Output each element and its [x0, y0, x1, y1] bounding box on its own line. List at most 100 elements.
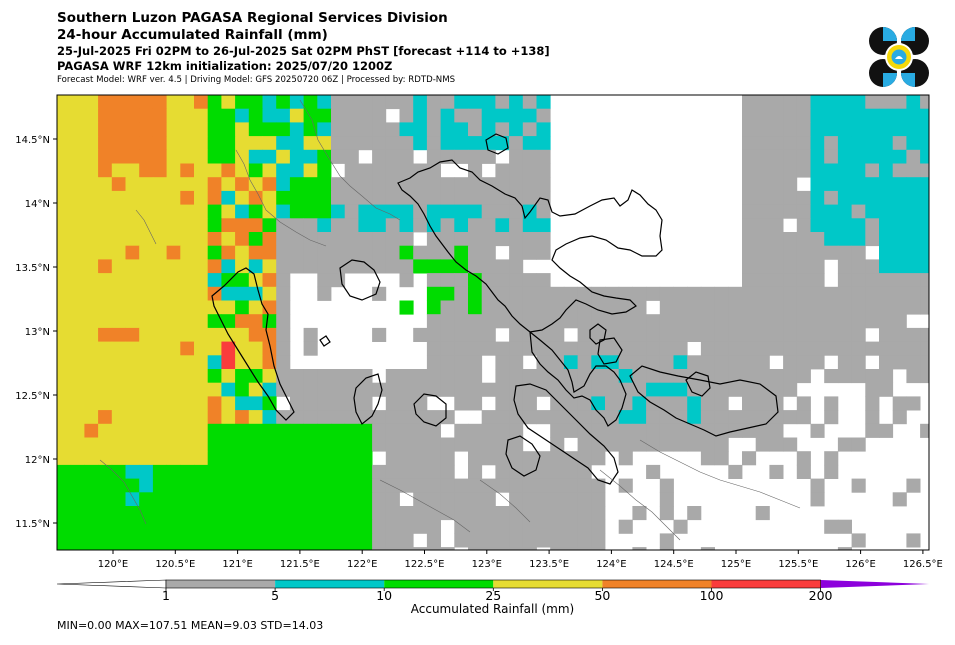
rainfall-cell [454, 396, 469, 411]
rainfall-cell [70, 300, 85, 315]
rainfall-cell [509, 519, 524, 534]
rainfall-cell [207, 341, 222, 356]
rainfall-cell [495, 423, 510, 438]
rainfall-cell [317, 478, 332, 493]
rainfall-cell [317, 286, 332, 301]
rainfall-cell [618, 369, 633, 384]
rainfall-cell [166, 437, 181, 452]
rainfall-cell [70, 410, 85, 425]
rainfall-cell [180, 423, 195, 438]
rainfall-cell [728, 464, 743, 479]
rainfall-cell [70, 519, 85, 534]
rainfall-cell [98, 136, 113, 151]
rainfall-cell [84, 478, 99, 493]
rainfall-cell [522, 273, 537, 288]
rainfall-cell [440, 314, 455, 329]
rainfall-cell [659, 327, 674, 342]
rainfall-cell [399, 273, 414, 288]
rainfall-cell [426, 190, 441, 205]
rainfall-cell [454, 437, 469, 452]
rainfall-cell [344, 533, 359, 548]
rainfall-cell [111, 410, 126, 425]
rainfall-cell [57, 204, 72, 219]
rainfall-cell [180, 369, 195, 384]
rainfall-cell [358, 492, 373, 507]
rainfall-cell [166, 218, 181, 233]
rainfall-cell [824, 232, 839, 247]
rainfall-cell [426, 369, 441, 384]
rainfall-cell [125, 190, 140, 205]
rainfall-cell [125, 369, 140, 384]
rainfall-cell [742, 355, 757, 370]
rainfall-cell [742, 245, 757, 260]
rainfall-cell [577, 492, 592, 507]
rainfall-cell [879, 341, 894, 356]
rainfall-cell [331, 245, 346, 260]
rainfall-cell [139, 451, 154, 466]
rainfall-cell [659, 382, 674, 397]
rainfall-cell [413, 218, 428, 233]
rainfall-cell [714, 396, 729, 411]
rainfall-cell [906, 300, 921, 315]
rainfall-cell [235, 108, 250, 123]
rainfall-cell [495, 369, 510, 384]
rainfall-cell [426, 437, 441, 452]
rainfall-cell [289, 382, 304, 397]
rainfall-cell [194, 423, 209, 438]
rainfall-cell [659, 478, 674, 493]
rainfall-cell [194, 273, 209, 288]
rainfall-cell [276, 533, 291, 548]
rainfall-cell [289, 519, 304, 534]
rainfall-cell [591, 519, 606, 534]
rainfall-cell [906, 218, 921, 233]
rainfall-cell [207, 136, 222, 151]
rainfall-cell [810, 492, 825, 507]
rainfall-cell [385, 177, 400, 192]
rainfall-cell [289, 136, 304, 151]
rainfall-cell [111, 327, 126, 342]
rainfall-cell [344, 204, 359, 219]
rainfall-cell [495, 355, 510, 370]
rainfall-cell [57, 519, 72, 534]
rainfall-cell [207, 177, 222, 192]
rainfall-cell [687, 369, 702, 384]
rainfall-cell [920, 232, 929, 247]
rainfall-cell [207, 163, 222, 178]
rainfall-cell [180, 533, 195, 548]
rainfall-cell [194, 314, 209, 329]
rainfall-cell [125, 341, 140, 356]
rainfall-cell [468, 245, 483, 260]
rainfall-cell [837, 122, 852, 137]
rainfall-cell [276, 369, 291, 384]
rainfall-cell [221, 437, 236, 452]
rainfall-cell [344, 451, 359, 466]
rainfall-cell [851, 177, 866, 192]
rainfall-cell [385, 423, 400, 438]
rainfall-cell [837, 245, 852, 260]
rainfall-cell [57, 327, 72, 342]
rainfall-cell [152, 95, 167, 110]
rainfall-cell [783, 314, 798, 329]
rainfall-cell [755, 369, 770, 384]
rainfall-cell [810, 95, 825, 110]
rainfall-cell [248, 259, 263, 274]
rainfall-cell [152, 314, 167, 329]
coastlines [211, 133, 779, 485]
rainfall-cell [837, 177, 852, 192]
rainfall-cell [111, 149, 126, 164]
rainfall-cell [879, 190, 894, 205]
rainfall-cell [248, 218, 263, 233]
rainfall-cell [194, 177, 209, 192]
rainfall-cell [728, 369, 743, 384]
rainfall-cell [563, 382, 578, 397]
rainfall-cell [824, 149, 839, 164]
rainfall-cell [139, 464, 154, 479]
rainfall-cell [810, 286, 825, 301]
rainfall-cell [111, 245, 126, 260]
rainfall-cell [180, 437, 195, 452]
lon-tick-label: 124°E [596, 559, 626, 570]
rainfall-cell [289, 177, 304, 192]
rainfall-cell [84, 314, 99, 329]
rainfall-cell [413, 190, 428, 205]
rainfall-cell [413, 410, 428, 425]
